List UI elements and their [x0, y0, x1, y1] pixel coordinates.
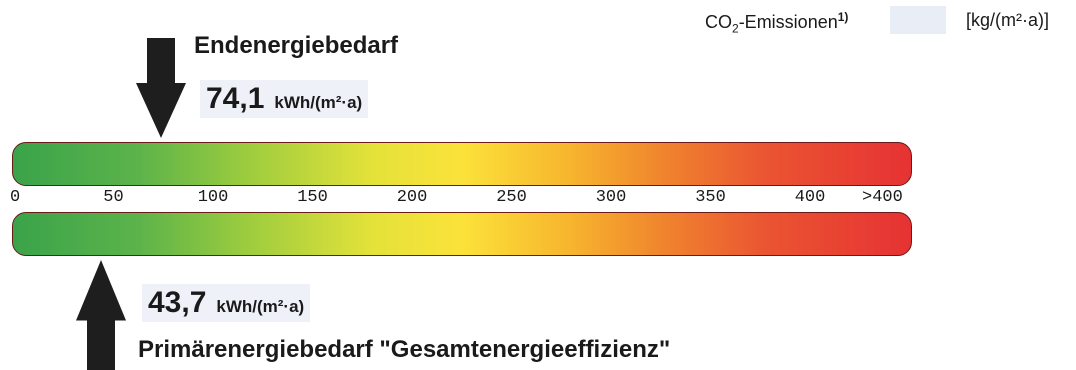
end-energy-unit: kWh/(m²·a): [274, 93, 363, 112]
primary-energy-unit: kWh/(m²·a): [216, 297, 305, 316]
tick-label: >400: [862, 188, 903, 207]
end-energy-scale-bar: [12, 142, 912, 186]
arrow-down-shape: [136, 38, 187, 138]
primary-energy-scale-bar: [12, 212, 912, 256]
end-energy-title: Endenergiebedarf: [194, 32, 399, 59]
tick-label: 50: [103, 188, 124, 207]
primary-energy-title: Primärenergiebedarf "Gesamtenergieeffizi…: [138, 336, 671, 363]
arrow-up-shape: [75, 260, 126, 370]
tick-label: 200: [396, 188, 428, 207]
tick-label: 350: [695, 188, 726, 207]
tick-label: 0: [10, 188, 21, 207]
co2-label-sub: 2: [732, 21, 739, 36]
tick-label: 150: [297, 188, 328, 207]
primary-energy-value-box: 43,7 kWh/(m²·a): [142, 284, 311, 322]
co2-unit: [kg/(m²·a)]: [966, 10, 1049, 30]
co2-label-rest: -Emissionen: [738, 12, 838, 32]
tick-label: 100: [197, 188, 229, 207]
primary-energy-arrow-up-icon: [75, 260, 126, 370]
tick-label: 300: [595, 188, 627, 207]
tick-label: 400: [794, 188, 826, 207]
co2-emissions-label: CO2-Emissionen1): [705, 10, 848, 36]
end-energy-arrow-down-icon: [136, 38, 187, 138]
co2-label-main: CO: [705, 12, 732, 32]
tick-label: 250: [496, 188, 527, 207]
co2-footnote: 1): [837, 10, 849, 24]
co2-value-box: [890, 6, 946, 34]
end-energy-value: 74,1: [206, 82, 265, 115]
end-energy-value-box: 74,1 kWh/(m²·a): [200, 80, 369, 118]
primary-energy-value: 43,7: [148, 286, 207, 319]
